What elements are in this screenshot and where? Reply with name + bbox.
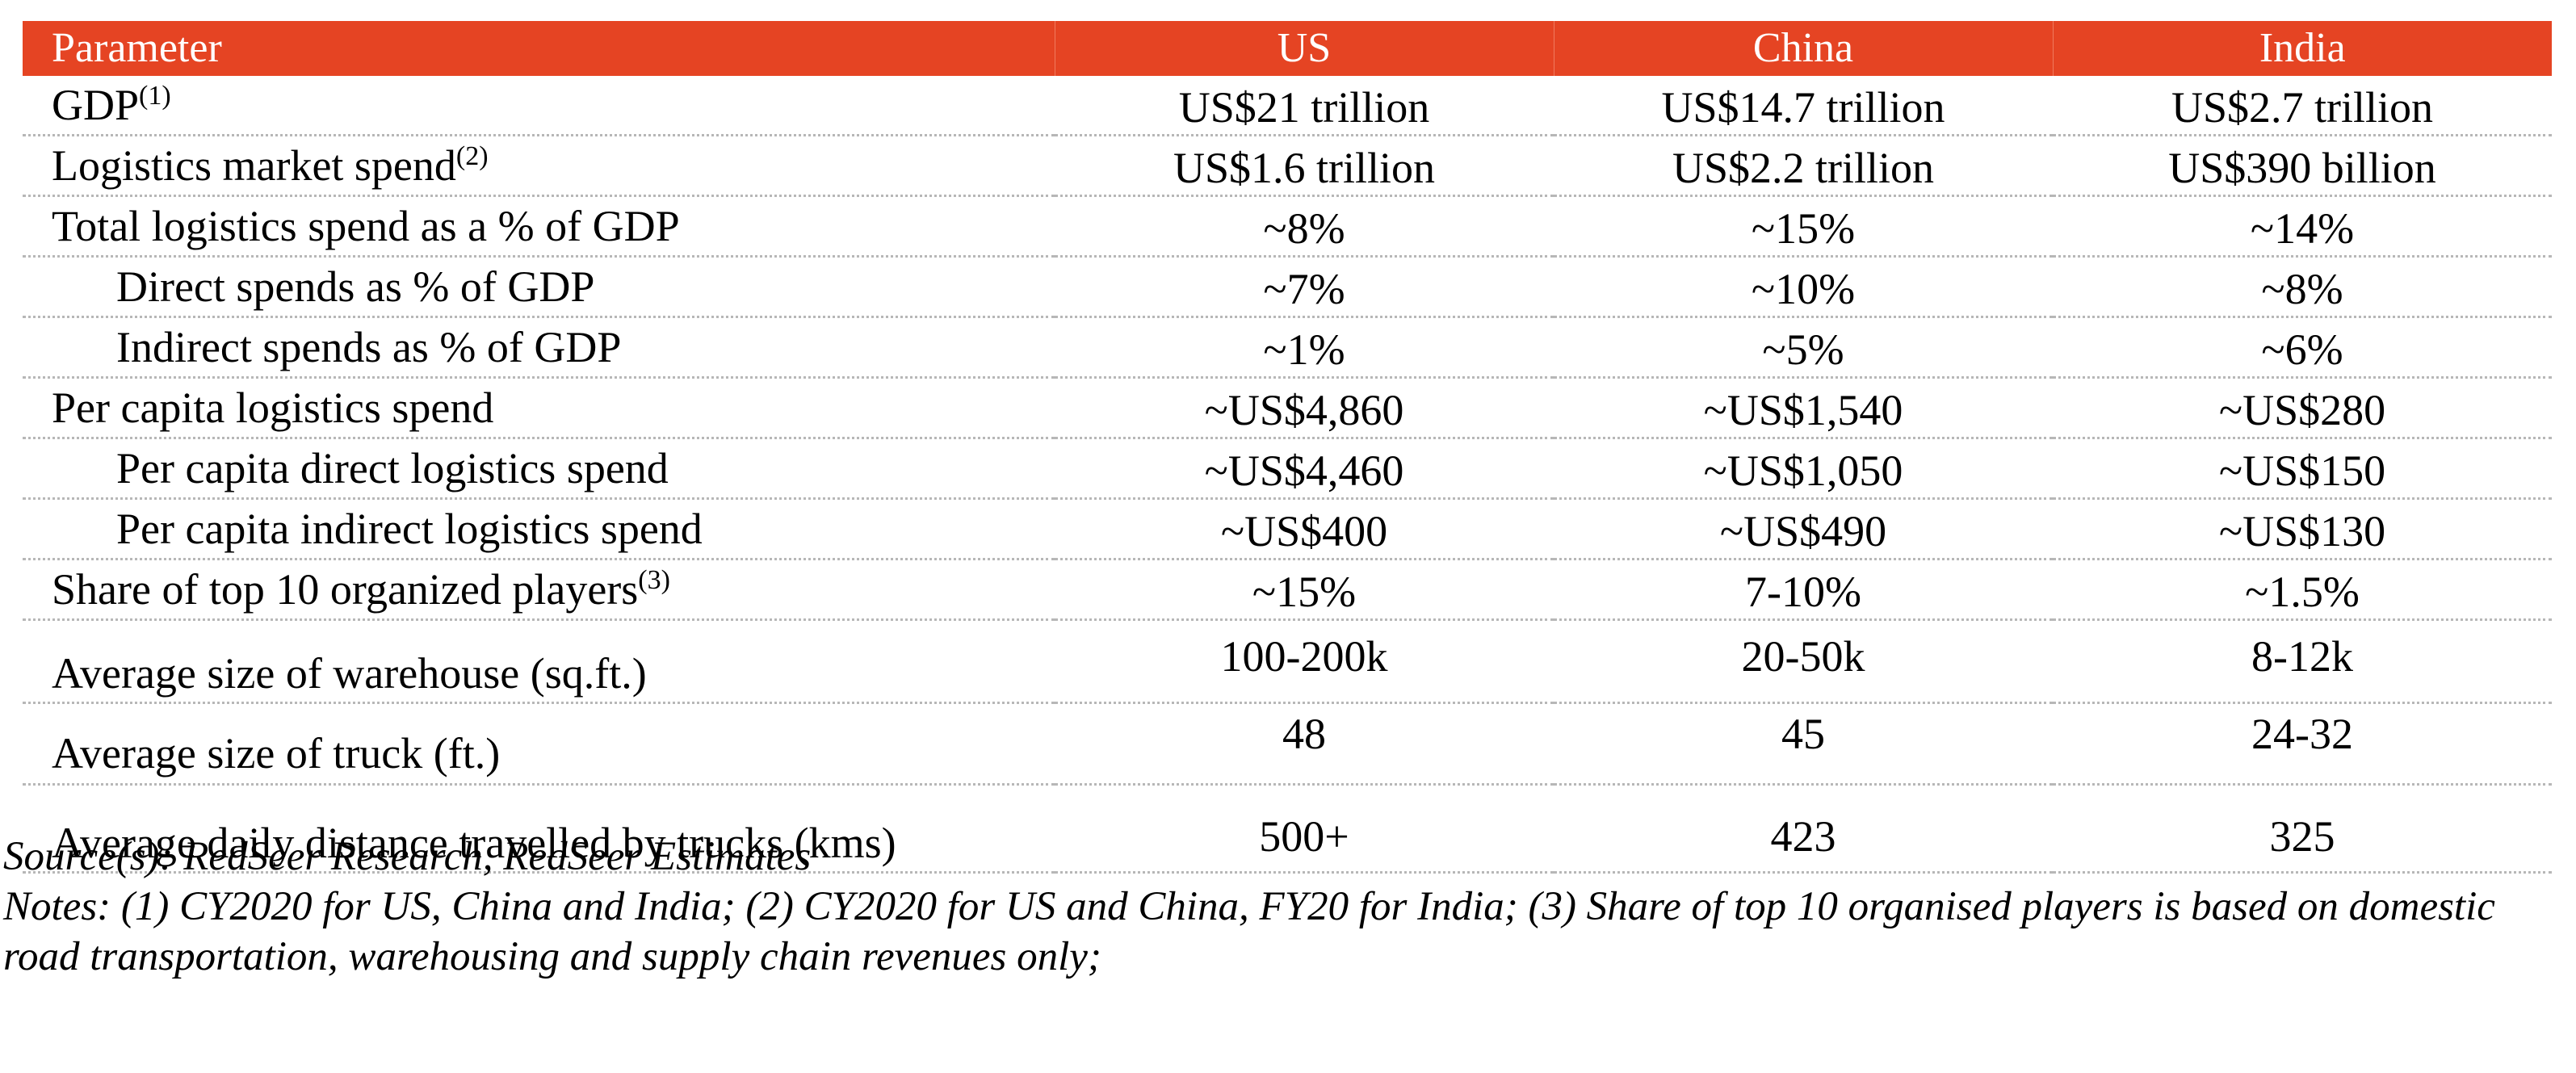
footnotes: Source(s): RedSeer Research, RedSeer Est… bbox=[3, 832, 2563, 982]
header-india: India bbox=[2259, 25, 2346, 71]
table-row-logistics-market-spend: Logistics market spend(2) US$1.6 trillio… bbox=[23, 135, 2552, 197]
cell-india: US$2.7 trillion bbox=[2053, 76, 2552, 136]
cell-china: 45 bbox=[1554, 702, 2053, 786]
cell-china: ~US$1,050 bbox=[1554, 438, 2053, 500]
logistics-comparison-table: Parameter US China India GDP(1) US$21 tr… bbox=[23, 21, 2552, 874]
cell-india: ~US$280 bbox=[2053, 377, 2552, 439]
cell-us: US$1.6 trillion bbox=[1055, 135, 1554, 197]
cell-us: ~US$4,860 bbox=[1055, 377, 1554, 439]
footnote-marker: (3) bbox=[638, 565, 670, 595]
cell-china: ~5% bbox=[1554, 316, 2053, 379]
cell-india: 325 bbox=[2053, 784, 2552, 874]
row-label-text: GDP bbox=[52, 81, 140, 129]
row-label: Average size of warehouse (sq.ft.) bbox=[23, 619, 1055, 704]
cell-us: 100-200k bbox=[1055, 619, 1554, 704]
notes-text: Notes: (1) CY2020 for US, China and Indi… bbox=[3, 884, 2495, 979]
table-row-per-capita-spend: Per capita logistics spend ~US$4,860 ~US… bbox=[23, 377, 2552, 439]
cell-india: US$390 billion bbox=[2053, 135, 2552, 197]
row-label: Per capita indirect logistics spend bbox=[23, 498, 1055, 560]
header-us: US bbox=[1055, 21, 1554, 76]
cell-india: ~14% bbox=[2053, 195, 2552, 258]
table-row-direct-spends-pct: Direct spends as % of GDP ~7% ~10% ~8% bbox=[23, 256, 2552, 318]
row-label: Per capita direct logistics spend bbox=[23, 438, 1055, 500]
cell-china: ~US$1,540 bbox=[1554, 377, 2053, 439]
table-row-top10-share: Share of top 10 organized players(3) ~15… bbox=[23, 559, 2552, 621]
cell-us: ~8% bbox=[1055, 195, 1554, 258]
row-label: Average size of truck (ft.) bbox=[23, 702, 1055, 786]
cell-india: ~6% bbox=[2053, 316, 2552, 379]
cell-china: US$14.7 trillion bbox=[1554, 76, 2053, 136]
row-label-text: Share of top 10 organized players bbox=[52, 565, 639, 614]
row-label: Logistics market spend(2) bbox=[23, 135, 1055, 197]
row-label: Total logistics spend as a % of GDP bbox=[23, 195, 1055, 258]
row-label: Share of top 10 organized players(3) bbox=[23, 559, 1055, 621]
header-china: China bbox=[1554, 21, 2054, 76]
table-row-indirect-spends-pct: Indirect spends as % of GDP ~1% ~5% ~6% bbox=[23, 316, 2552, 379]
table-row-daily-distance: Average daily distance travelled by truc… bbox=[23, 784, 2552, 874]
cell-india: ~US$130 bbox=[2053, 498, 2552, 560]
row-label: GDP(1) bbox=[23, 76, 1055, 136]
row-label: Per capita logistics spend bbox=[23, 377, 1055, 439]
row-label: Indirect spends as % of GDP bbox=[23, 316, 1055, 379]
cell-india: ~8% bbox=[2053, 256, 2552, 318]
row-label-text: Logistics market spend bbox=[52, 141, 456, 190]
cell-us: ~US$400 bbox=[1055, 498, 1554, 560]
table-header-row: Parameter US China India bbox=[23, 21, 2552, 76]
cell-india: ~US$150 bbox=[2053, 438, 2552, 500]
table-row-total-logistics-spend-pct: Total logistics spend as a % of GDP ~8% … bbox=[23, 195, 2552, 258]
cell-china: US$2.2 trillion bbox=[1554, 135, 2053, 197]
cell-china: ~10% bbox=[1554, 256, 2053, 318]
row-label: Average daily distance travelled by truc… bbox=[23, 784, 1055, 874]
cell-us: ~US$4,460 bbox=[1055, 438, 1554, 500]
cell-china: ~15% bbox=[1554, 195, 2053, 258]
table-row-truck-size: Average size of truck (ft.) 48 45 24-32 bbox=[23, 702, 2552, 786]
footnote-marker: (1) bbox=[139, 81, 171, 111]
cell-china: 20-50k bbox=[1554, 619, 2053, 704]
row-label: Direct spends as % of GDP bbox=[23, 256, 1055, 318]
cell-us: 48 bbox=[1055, 702, 1554, 786]
cell-us: US$21 trillion bbox=[1055, 76, 1554, 136]
cell-us: ~1% bbox=[1055, 316, 1554, 379]
cell-india: ~1.5% bbox=[2053, 559, 2552, 621]
cell-china: 7-10% bbox=[1554, 559, 2053, 621]
cell-india: 8-12k bbox=[2053, 619, 2552, 704]
table-row-per-capita-indirect-spend: Per capita indirect logistics spend ~US$… bbox=[23, 498, 2552, 560]
logistics-comparison-table-container: Parameter US China India GDP(1) US$21 tr… bbox=[23, 21, 2552, 874]
cell-china: ~US$490 bbox=[1554, 498, 2053, 560]
header-parameter: Parameter bbox=[23, 21, 1055, 76]
source-note: Source(s): RedSeer Research, RedSeer Est… bbox=[3, 834, 812, 879]
table-row-warehouse-size: Average size of warehouse (sq.ft.) 100-2… bbox=[23, 619, 2552, 704]
cell-china: 423 bbox=[1554, 784, 2053, 874]
cell-us: ~15% bbox=[1055, 559, 1554, 621]
cell-us: 500+ bbox=[1055, 784, 1554, 874]
cell-india: 24-32 bbox=[2053, 702, 2552, 786]
table-row-per-capita-direct-spend: Per capita direct logistics spend ~US$4,… bbox=[23, 438, 2552, 500]
table-row-gdp: GDP(1) US$21 trillion US$14.7 trillion U… bbox=[23, 76, 2552, 136]
cell-us: ~7% bbox=[1055, 256, 1554, 318]
footnote-marker: (2) bbox=[455, 141, 489, 171]
